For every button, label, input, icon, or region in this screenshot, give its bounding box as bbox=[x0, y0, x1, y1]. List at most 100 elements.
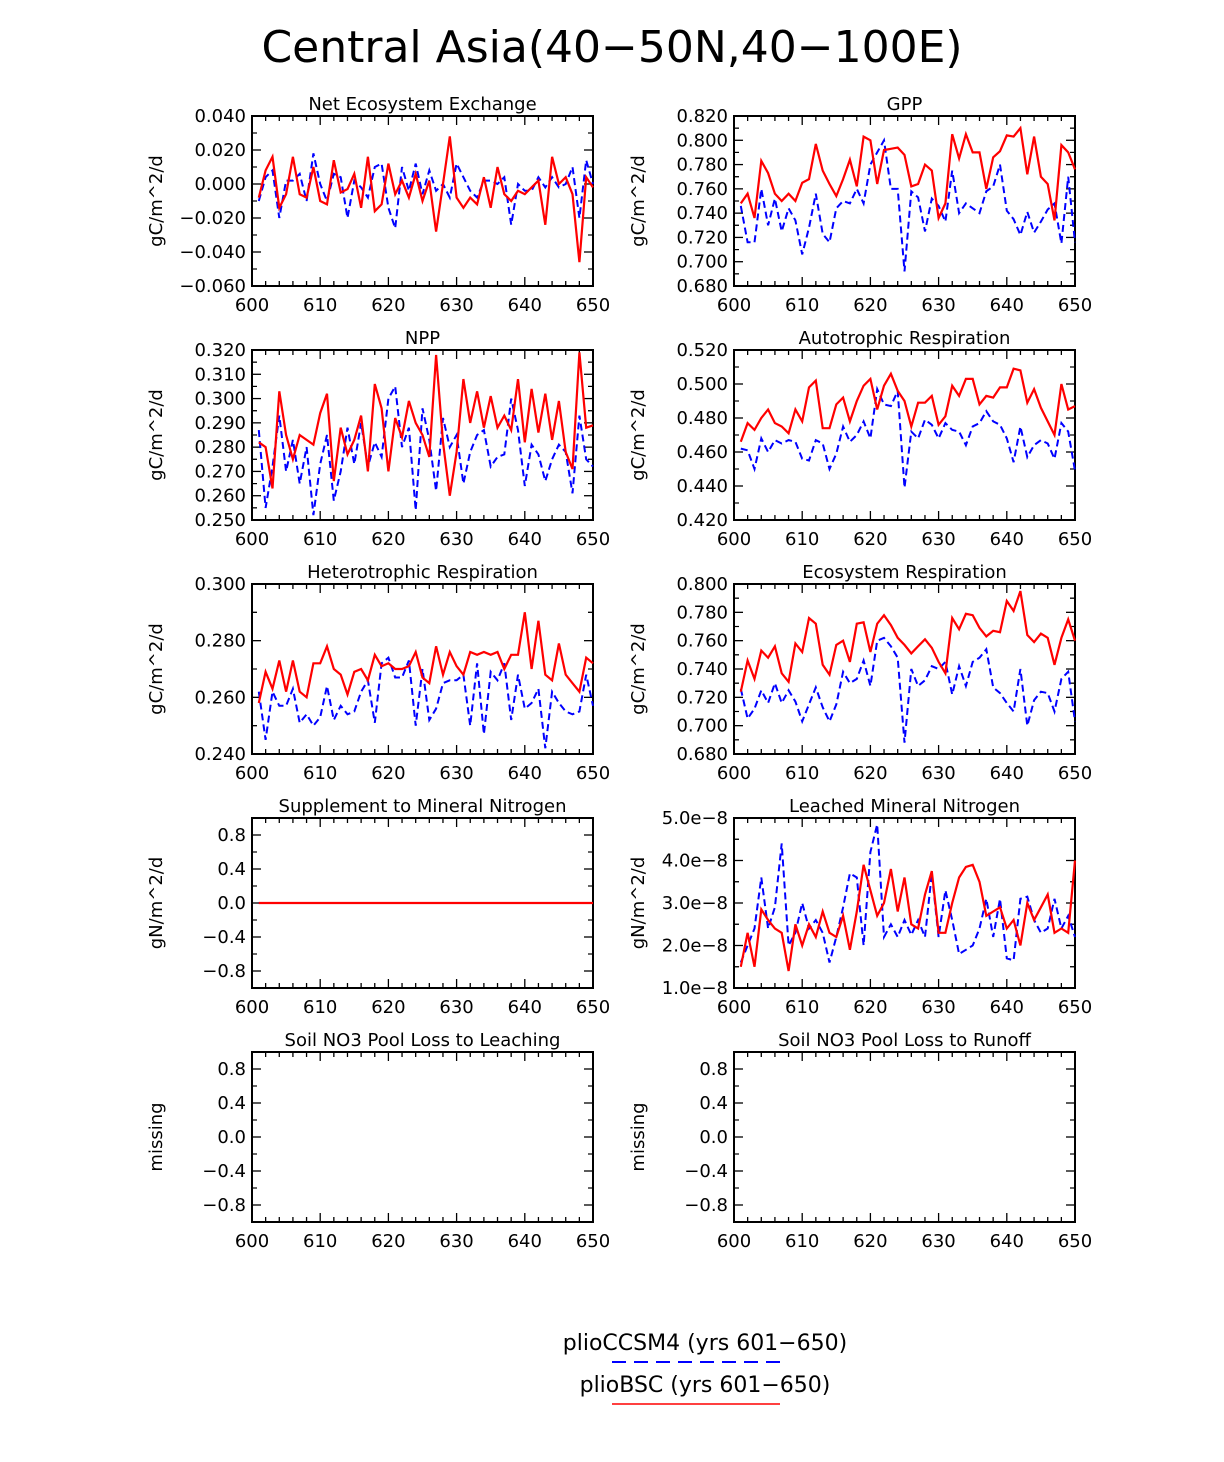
chart-panels: Net Ecosystem Exchange gC/m^2/d 600 610 620 6… bbox=[146, 94, 1092, 1252]
y-tick-label: 0.0 bbox=[699, 1127, 728, 1148]
x-tick-label: 650 bbox=[576, 997, 610, 1018]
x-tick-label: 620 bbox=[371, 295, 405, 316]
series-line-plioccsm4 bbox=[257, 153, 594, 229]
series-line-plioccsm4 bbox=[739, 137, 1076, 272]
panel-soil-no3-pool-loss-to-runoff: Soil NO3 Pool Loss to Runoff missing 600 61… bbox=[628, 1030, 1092, 1252]
series-line-pliobsc bbox=[739, 367, 1076, 443]
y-tick-label: 0.020 bbox=[194, 140, 246, 161]
y-axis-label: gC/m^2/d bbox=[628, 389, 649, 481]
panel-title: Autotrophic Respiration bbox=[799, 328, 1011, 349]
y-tick-label: 1.0e−8 bbox=[662, 978, 728, 999]
y-tick-label: 0.480 bbox=[676, 408, 728, 429]
y-tick-label: 0.240 bbox=[194, 744, 246, 765]
x-tick-label: 650 bbox=[576, 295, 610, 316]
y-tick-label: −0.4 bbox=[202, 927, 246, 948]
x-tick-label: 630 bbox=[921, 1231, 955, 1252]
panel-leached-mineral-nitrogen: Leached Mineral Nitrogen gN/m^2/d 600 610 62… bbox=[628, 796, 1092, 1018]
y-tick-label: 0.460 bbox=[676, 442, 728, 463]
x-tick-label: 600 bbox=[717, 1231, 751, 1252]
x-tick-label: 610 bbox=[303, 295, 337, 316]
y-axis-label: gC/m^2/d bbox=[146, 389, 167, 481]
y-tick-label: 0.820 bbox=[676, 106, 728, 127]
y-tick-label: 0.280 bbox=[194, 631, 246, 652]
x-tick-label: 630 bbox=[921, 295, 955, 316]
legend-label-pliobsc: plioBSC (yrs 601−650) bbox=[580, 1373, 831, 1398]
y-tick-label: 0.4 bbox=[217, 859, 246, 880]
x-tick-label: 600 bbox=[235, 997, 269, 1018]
x-tick-label: 620 bbox=[371, 763, 405, 784]
y-tick-label: −0.8 bbox=[202, 1195, 246, 1216]
y-tick-label: 0.8 bbox=[217, 825, 246, 846]
x-tick-label: 610 bbox=[303, 763, 337, 784]
y-tick-label: 0.4 bbox=[699, 1093, 728, 1114]
x-tick-label: 630 bbox=[921, 997, 955, 1018]
series-line-pliobsc bbox=[739, 590, 1077, 692]
x-tick-label: 600 bbox=[717, 295, 751, 316]
y-axis-label: gC/m^2/d bbox=[146, 623, 167, 715]
x-tick-label: 620 bbox=[371, 529, 405, 550]
y-tick-label: 0.0 bbox=[217, 1127, 246, 1148]
x-tick-label: 630 bbox=[439, 763, 473, 784]
series-line-plioccsm4 bbox=[257, 656, 594, 749]
y-tick-label: 0.800 bbox=[676, 574, 728, 595]
y-tick-label: −0.4 bbox=[202, 1161, 246, 1182]
x-tick-label: 600 bbox=[717, 763, 751, 784]
y-tick-label: 0.740 bbox=[676, 203, 728, 224]
y-tick-label: 3.0e−8 bbox=[662, 893, 728, 914]
y-tick-label: 0.040 bbox=[194, 106, 246, 127]
x-tick-label: 650 bbox=[1058, 295, 1092, 316]
x-tick-label: 600 bbox=[235, 1231, 269, 1252]
x-tick-label: 600 bbox=[717, 997, 751, 1018]
y-tick-label: −0.060 bbox=[179, 276, 246, 297]
x-tick-label: 640 bbox=[990, 763, 1024, 784]
y-tick-label: 0.440 bbox=[676, 476, 728, 497]
panel-title: Soil NO3 Pool Loss to Leaching bbox=[285, 1030, 561, 1051]
y-tick-label: 0.300 bbox=[194, 389, 246, 410]
x-tick-label: 610 bbox=[785, 763, 819, 784]
panel-net-ecosystem-exchange: Net Ecosystem Exchange gC/m^2/d 600 610 620 6… bbox=[146, 94, 610, 316]
panel-gpp: GPP gC/m^2/d 600 610 620 630 640 650 0.680 0.700 0… bbox=[628, 94, 1092, 316]
series-line-plioccsm4 bbox=[739, 636, 1076, 743]
panel-autotrophic-respiration: Autotrophic Respiration gC/m^2/d 600 610 620… bbox=[628, 328, 1092, 550]
y-tick-label: 5.0e−8 bbox=[662, 808, 728, 829]
panel-title: Leached Mineral Nitrogen bbox=[789, 796, 1020, 817]
x-tick-label: 610 bbox=[785, 997, 819, 1018]
x-tick-label: 640 bbox=[508, 529, 542, 550]
x-tick-label: 610 bbox=[303, 1231, 337, 1252]
series-line-plioccsm4 bbox=[257, 383, 594, 516]
plot-frame bbox=[733, 349, 1076, 521]
x-tick-label: 610 bbox=[303, 529, 337, 550]
x-tick-label: 600 bbox=[235, 763, 269, 784]
panel-heterotrophic-respiration: Heterotrophic Respiration gC/m^2/d 600 610 6… bbox=[146, 562, 610, 784]
y-tick-label: 0.760 bbox=[676, 179, 728, 200]
x-tick-label: 640 bbox=[990, 1231, 1024, 1252]
x-tick-label: 630 bbox=[439, 997, 473, 1018]
x-tick-label: 640 bbox=[508, 997, 542, 1018]
y-tick-label: 0.680 bbox=[676, 276, 728, 297]
x-tick-label: 610 bbox=[303, 997, 337, 1018]
series-line-pliobsc bbox=[257, 136, 594, 263]
y-tick-label: 0.420 bbox=[676, 510, 728, 531]
panel-title: Net Ecosystem Exchange bbox=[308, 94, 536, 115]
y-tick-label: 0.780 bbox=[676, 602, 728, 623]
x-tick-label: 620 bbox=[371, 997, 405, 1018]
y-tick-label: 0.280 bbox=[194, 437, 246, 458]
panel-title: Heterotrophic Respiration bbox=[307, 562, 538, 583]
panel-soil-no3-pool-loss-to-leaching: Soil NO3 Pool Loss to Leaching missing 600… bbox=[146, 1030, 610, 1252]
panel-title: NPP bbox=[405, 328, 440, 349]
x-tick-label: 620 bbox=[853, 295, 887, 316]
y-axis-label: gN/m^2/d bbox=[146, 857, 167, 950]
panel-title: Supplement to Mineral Nitrogen bbox=[279, 796, 567, 817]
y-tick-label: 0.800 bbox=[676, 130, 728, 151]
y-tick-label: 4.0e−8 bbox=[662, 851, 728, 872]
y-tick-label: 0.8 bbox=[699, 1059, 728, 1080]
x-tick-label: 630 bbox=[921, 529, 955, 550]
x-tick-label: 650 bbox=[576, 529, 610, 550]
legend-label-plioccsm4: plioCCSM4 (yrs 601−650) bbox=[563, 1331, 847, 1356]
x-tick-label: 650 bbox=[1058, 763, 1092, 784]
y-tick-label: 0.500 bbox=[676, 374, 728, 395]
x-tick-label: 650 bbox=[1058, 997, 1092, 1018]
y-tick-label: −0.8 bbox=[684, 1195, 728, 1216]
x-tick-label: 610 bbox=[785, 1231, 819, 1252]
x-tick-label: 620 bbox=[853, 763, 887, 784]
